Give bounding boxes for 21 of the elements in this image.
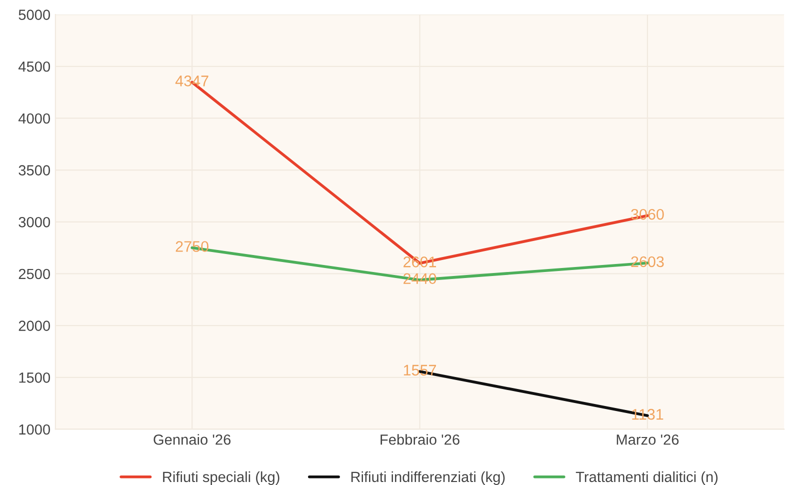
x-tick-label: Marzo '26 (616, 434, 679, 445)
y-tick-label: 4500 (18, 61, 50, 72)
y-tick-label: 3000 (18, 216, 50, 228)
x-tick-label: Gennaio '26 (154, 434, 231, 445)
y-tick-label: 2000 (18, 320, 50, 331)
legend-label: Rifiuti indifferenziati (kg) (351, 471, 505, 485)
y-tick-label: 1500 (19, 372, 50, 383)
y-tick-label: 2500 (18, 268, 50, 280)
y-tick-label: 1000 (19, 424, 50, 435)
data-label: 1557 (404, 364, 436, 376)
x-tick-label: Febbraio '26 (380, 434, 460, 445)
data-label: 2440 (404, 273, 436, 284)
legend-label: Rifiuti speciali (kg) (163, 471, 280, 485)
data-label: 4347 (175, 76, 208, 86)
y-tick-label: 4000 (18, 113, 50, 124)
y-tick-label: 5000 (18, 10, 50, 20)
legend-label: Trattamenti dialitici (n) (576, 471, 718, 485)
data-label: 3060 (631, 208, 664, 220)
y-tick-label: 3500 (18, 165, 50, 176)
data-label: 2603 (631, 256, 664, 268)
data-label: 2750 (176, 241, 208, 252)
